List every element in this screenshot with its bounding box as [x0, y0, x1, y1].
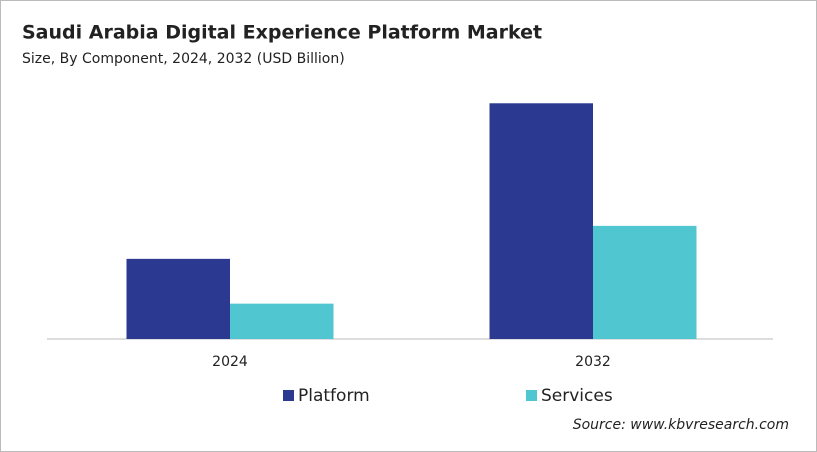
- chart-subtitle: Size, By Component, 2024, 2032 (USD Bill…: [22, 51, 345, 67]
- legend-label: Platform: [298, 386, 370, 406]
- bar: [126, 258, 230, 339]
- chart-title: Saudi Arabia Digital Experience Platform…: [22, 22, 542, 44]
- legend-label: Services: [541, 386, 613, 406]
- legend-swatch: [283, 390, 294, 401]
- bar: [593, 225, 697, 339]
- x-tick-label: 2032: [575, 354, 611, 370]
- legend-swatch: [526, 390, 537, 401]
- source: Source: www.kbvresearch.com: [573, 417, 789, 433]
- bar: [489, 103, 593, 340]
- x-tick-label: 2024: [212, 354, 248, 370]
- bar: [230, 303, 334, 339]
